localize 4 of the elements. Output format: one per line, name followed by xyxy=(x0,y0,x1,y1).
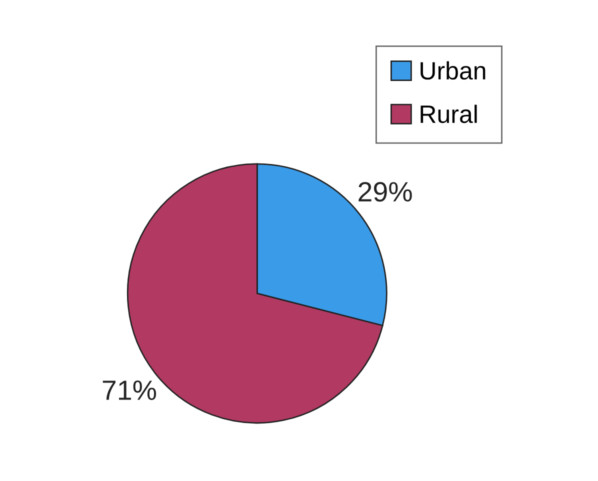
legend-label: Rural xyxy=(420,104,477,124)
legend-label: Urban xyxy=(420,61,486,80)
text: 71% xyxy=(102,380,156,400)
text: 29% xyxy=(358,182,412,202)
